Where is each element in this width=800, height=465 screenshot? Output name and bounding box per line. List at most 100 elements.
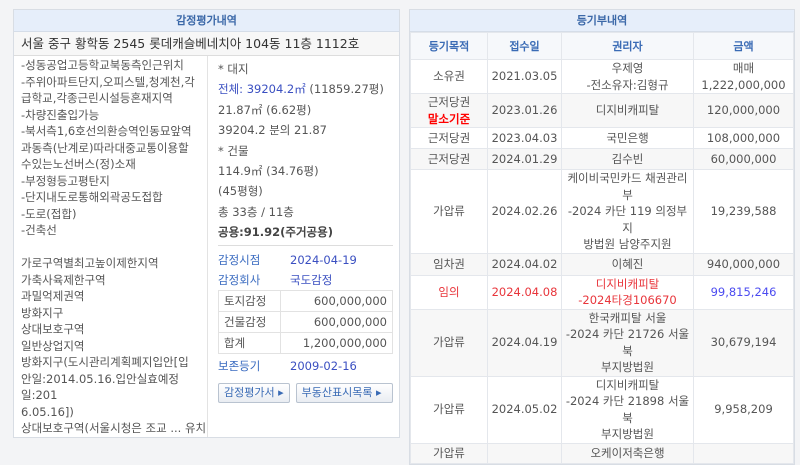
holder-line: -2024타경106670	[578, 293, 677, 307]
value-amount: 600,000,000	[280, 311, 393, 334]
header-holder: 권리자	[561, 32, 694, 60]
appraisal-title: 감정평가내역	[14, 10, 399, 32]
divider	[218, 244, 393, 246]
table-row: 가압류 2024.05.02 디지비캐피탈 -2024 카단 21898 서울북 부지방…	[410, 375, 794, 444]
building-type: (45평형)	[218, 184, 263, 199]
preserve-date: 2009-02-16	[290, 359, 357, 374]
feature-line: 방화지구	[21, 305, 64, 320]
row-holder: 오케이저축은행	[561, 442, 694, 464]
row-type: 근저당권	[427, 95, 471, 109]
feature-line: -차량진출입가능	[21, 107, 100, 122]
feature-line: 과동측(난계로)따라대중교통이용할	[21, 140, 189, 155]
feature-line: 가로구역별최고높이제한지역	[21, 256, 159, 270]
feature-line: 급학교,각종근린시설등혼재지역	[21, 91, 173, 105]
land-total: 전체: 39204.2㎡	[218, 82, 306, 97]
property-list-button[interactable]: 부동산표시목록 ▸	[295, 382, 393, 403]
appraisal-company: 국도감정	[290, 273, 333, 288]
holder-line: 한국캐피탈 서울	[588, 310, 667, 325]
land-label: * 대지	[218, 62, 249, 76]
row-amount: 19,239,588	[693, 169, 794, 254]
table-row: 임의 2024.04.08 디지비캐피탈 -2024타경106670 99,815,24…	[410, 274, 794, 310]
row-date: 2024.02.26	[487, 169, 562, 254]
appraisal-panel: 감정평가내역 서울 중구 황학동 2545 롯데캐슬베네치아 104동 11층 …	[13, 9, 400, 438]
row-date	[487, 442, 562, 464]
holder-line: 부지방법원	[601, 360, 654, 374]
appraisal-date: 2024-04-19	[290, 252, 357, 267]
feature-line: 상대보호구역(서울시청은 조교 ... 유치	[21, 421, 207, 435]
land-total-pyeong: (11859.27평)	[309, 82, 384, 97]
row-date: 2024.04.02	[487, 252, 562, 276]
row-type: 근저당권	[427, 130, 471, 145]
row-date: 2023.04.03	[487, 127, 562, 149]
appraisal-values-table: 토지감정 600,000,000 건물감정 600,000,000 합계 1,200,…	[217, 290, 393, 355]
row-holder: 우제영 -전소유자:김형규	[561, 59, 694, 94]
feature-line	[21, 239, 207, 256]
feature-line: -도로(접합)	[21, 206, 77, 221]
row-date: 2024.04.08	[487, 274, 562, 310]
table-row: 근저당권 2024.01.29 김수빈 60,000,000	[410, 148, 794, 170]
header-type: 등기목적	[410, 32, 488, 60]
row-holder: 국민은행	[561, 127, 694, 149]
holder-line: -2024 카단 119 의정부지	[567, 204, 688, 235]
feature-line: -주위아파트단지,오피스텔,청계천,각	[21, 74, 195, 89]
holder-line: 우제영	[611, 61, 644, 75]
holder-line: 오케이저축은행	[590, 445, 665, 460]
row-date: 2024.01.29	[487, 148, 562, 170]
feature-line: 일반상업지역	[21, 338, 85, 353]
floors: 총 33층 / 11층	[218, 204, 294, 219]
row-amount: 99,815,246	[693, 274, 794, 310]
row-amount: 9,958,209	[693, 375, 794, 444]
header-date: 접수일	[487, 32, 562, 60]
header-amount: 금액	[693, 32, 794, 60]
feature-line: -북서측1,6호선의환승역인동묘앞역	[21, 124, 192, 138]
holder-line: -전소유자:김형규	[586, 77, 669, 92]
row-type: 근저당권	[427, 151, 471, 166]
holder-line: 국민은행	[606, 130, 649, 145]
feature-line: 6.05.16])	[21, 404, 74, 419]
value-label: 합계	[217, 332, 282, 355]
value-amount: 600,000,000	[280, 290, 393, 313]
row-holder: 디지비캐피탈	[561, 93, 694, 128]
value-label: 건물감정	[217, 311, 282, 334]
holder-line: 부지방법원	[601, 427, 654, 441]
registry-panel: 등기부내역 등기목적 접수일 권리자 금액 소유권 2021.03.05 우제영 -전…	[409, 9, 795, 465]
holder-line: -2024 카단 21898 서울북	[565, 394, 690, 425]
table-row: 근저당권 말소기준 2023.01.26 디지비캐피탈 120,000,000	[410, 93, 794, 128]
row-amount: 60,000,000	[693, 148, 794, 170]
table-row: 가압류 2024.02.26 케이비국민카드 채권관리 부 -2024 카단 119 의…	[410, 169, 794, 254]
holder-line: 디지비캐피탈	[595, 276, 660, 291]
holder-line: 디지비캐피탈	[595, 377, 660, 392]
row-type: 임차권	[433, 256, 465, 271]
row-amount: 30,679,194	[693, 308, 794, 377]
appraisal-company-label: 감정회사	[218, 273, 261, 288]
feature-line: 안일:2014.05.16.입안실효예정일:201	[21, 371, 180, 403]
row-amount: 120,000,000	[693, 93, 794, 128]
appraisal-report-button[interactable]: 감정평가서 ▸	[218, 382, 290, 403]
feature-line: -성동공업고등학교북동측인근위치	[21, 58, 184, 72]
row-holder: 한국캐피탈 서울 -2024 카단 21726 서울북 부지방법원	[561, 308, 694, 377]
row-amount: 매매1,222,000,000	[693, 59, 794, 94]
row-type: 가압류	[433, 445, 465, 460]
holder-line: 케이비국민카드 채권관리	[567, 171, 688, 185]
registry-table: 등기목적 접수일 권리자 금액 소유권 2021.03.05 우제영 -전소유자:김형…	[410, 32, 794, 464]
row-holder: 이혜진	[561, 252, 694, 276]
property-address: 서울 중구 황학동 2545 롯데캐슬베네치아 104동 11층 1112호	[14, 32, 399, 56]
row-date: 2021.03.05	[487, 59, 562, 94]
table-row: 근저당권 2023.04.03 국민은행 108,000,000	[410, 127, 794, 149]
appraisal-date-label: 감정시점	[218, 252, 261, 267]
table-row: 가압류 오케이저축은행	[410, 442, 794, 464]
row-type: 가압류	[433, 204, 465, 218]
common-area: 공용:91.92(주거공용)	[218, 225, 333, 240]
building-area: 114.9㎡ (34.76평)	[218, 164, 319, 179]
feature-line: -단지내도로통해외곽공도접합	[21, 190, 163, 204]
row-type: 가압류	[433, 402, 465, 417]
table-row: 임차권 2024.04.02 이혜진 940,000,000	[410, 252, 794, 276]
row-type: 가압류	[433, 335, 465, 350]
row-holder: 케이비국민카드 채권관리 부 -2024 카단 119 의정부지 방법원 남양주지원	[561, 169, 694, 254]
value-amount: 1,200,000,000	[280, 332, 393, 355]
feature-line: 방화지구(도시관리계획폐지입안[입	[21, 355, 189, 369]
row-amount: 940,000,000	[693, 252, 794, 276]
holder-line: 디지비캐피탈	[595, 103, 660, 118]
